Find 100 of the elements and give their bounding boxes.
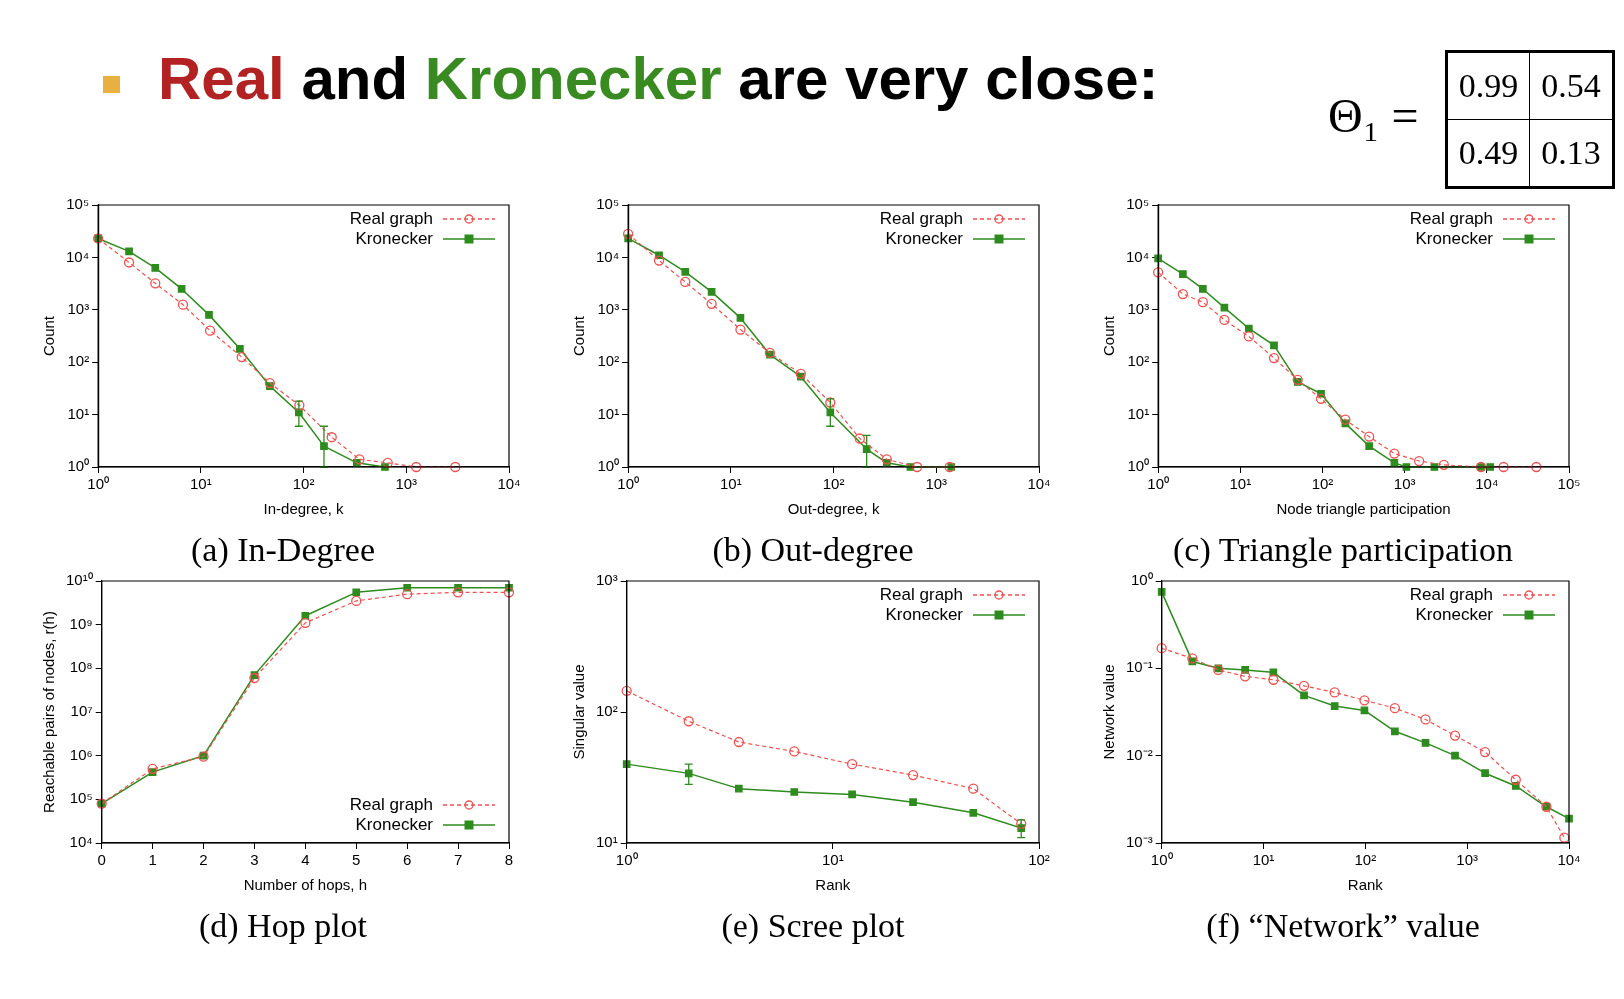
x-tick-label: 10⁰ xyxy=(1147,475,1169,493)
y-tick-label: 10³ xyxy=(595,571,618,589)
y-tick-label: 10³ xyxy=(597,299,620,317)
text: 0.54 xyxy=(1530,53,1612,120)
x-tick-label: 10⁰ xyxy=(87,475,109,493)
y-tick-label: 10² xyxy=(67,352,90,370)
y-tick-label: 10⁻² xyxy=(1125,745,1153,763)
x-tick-label: 5 xyxy=(352,851,361,869)
y-tick-label: 10⁵ xyxy=(69,789,93,807)
x-tick-label: 10⁵ xyxy=(1557,475,1581,493)
y-tick-label: 10⁴ xyxy=(69,833,93,851)
y-tick-label: 10⁴ xyxy=(1125,247,1150,265)
legend-label: Kronecker xyxy=(885,604,964,624)
legend-label: Kronecker xyxy=(1415,604,1494,624)
y-tick-label: 10⁰ xyxy=(597,457,620,475)
x-tick-label: 6 xyxy=(403,851,412,869)
y-tick-label: 10⁹ xyxy=(69,614,93,632)
x-axis-title: In-degree, k xyxy=(263,500,345,518)
y-tick-label: 10² xyxy=(1127,352,1150,370)
legend-label: Real graph xyxy=(879,208,963,228)
x-tick-label: 7 xyxy=(453,851,463,869)
y-tick-label: 10⁴ xyxy=(65,247,90,265)
x-axis-title: Out-degree, k xyxy=(787,500,880,518)
text: (d) Hop plot xyxy=(198,907,368,945)
x-axis-title: Number of hops, h xyxy=(243,876,368,894)
x-tick-label: 10⁴ xyxy=(1475,475,1499,493)
legend-label: Real graph xyxy=(349,794,433,814)
x-tick-label: 10² xyxy=(1354,851,1377,869)
y-tick-label: 10² xyxy=(595,702,618,720)
text: (e) Scree plot xyxy=(721,907,905,945)
legend-label: Kronecker xyxy=(885,228,964,248)
y-tick-label: 10² xyxy=(597,352,620,370)
x-tick-label: 10³ xyxy=(1393,475,1416,493)
y-tick-label: 10³ xyxy=(67,299,90,317)
x-axis-title: Rank xyxy=(1347,876,1384,894)
text: (b) Out-degree xyxy=(712,531,914,569)
x-tick-label: 10² xyxy=(822,475,845,493)
x-tick-label: 0 xyxy=(97,851,106,869)
text: (a) In-Degree xyxy=(190,531,376,569)
y-tick-label: 10¹ xyxy=(597,404,620,422)
y-tick-label: 10¹ xyxy=(67,404,90,422)
y-axis-title: Singular value xyxy=(570,664,588,760)
y-axis-title: Network value xyxy=(1100,664,1118,760)
y-tick-label: 10⁻³ xyxy=(1125,833,1153,851)
text: 0.13 xyxy=(1540,133,1602,173)
y-tick-label: 10⁻¹ xyxy=(1125,658,1153,676)
x-tick-label: 2 xyxy=(199,851,208,869)
y-axis-title: Count xyxy=(570,315,588,357)
y-tick-label: 10⁵ xyxy=(66,195,90,213)
text: 0.99 xyxy=(1448,53,1530,120)
x-tick-label: 10⁴ xyxy=(497,475,521,493)
x-axis-title: Rank xyxy=(815,876,851,894)
legend-label: Kronecker xyxy=(1415,228,1494,248)
text: Real and Kronecker are very close: xyxy=(158,45,1159,112)
y-axis-title: Reachable pairs of nodes, r(h) xyxy=(40,611,58,813)
y-tick-label: 10⁵ xyxy=(596,195,620,213)
x-tick-label: 10¹ xyxy=(190,475,212,493)
y-tick-label: 10¹⁰ xyxy=(65,571,93,589)
x-tick-label: 10³ xyxy=(925,475,948,493)
x-tick-label: 3 xyxy=(250,851,259,869)
x-tick-label: 4 xyxy=(301,851,310,869)
y-tick-label: 10¹ xyxy=(595,833,618,851)
x-tick-label: 10⁴ xyxy=(1027,475,1051,493)
x-tick-label: 10¹ xyxy=(1252,851,1275,869)
y-tick-label: 10¹ xyxy=(1127,404,1150,422)
x-tick-label: 10³ xyxy=(395,475,418,493)
y-axis-title: Count xyxy=(40,315,58,357)
y-tick-label: 10⁰ xyxy=(67,457,90,475)
y-tick-label: 10⁷ xyxy=(70,702,93,720)
y-axis-title: Count xyxy=(1100,315,1118,357)
legend-label: Kronecker xyxy=(355,228,434,248)
y-tick-label: 10⁴ xyxy=(595,247,620,265)
y-tick-label: 10⁰ xyxy=(1127,457,1150,475)
legend-label: Real graph xyxy=(1409,208,1493,228)
legend-label: Kronecker xyxy=(355,814,434,834)
y-tick-label: 10⁸ xyxy=(69,658,93,676)
y-tick-label: 10⁵ xyxy=(1126,195,1150,213)
x-tick-label: 8 xyxy=(504,851,514,869)
legend-label: Real graph xyxy=(1409,584,1493,604)
text: Θ₁ = xyxy=(1328,88,1419,143)
text: (f) “Network” value xyxy=(1206,907,1480,945)
x-axis-title: Node triangle participation xyxy=(1276,500,1451,518)
x-tick-label: 10² xyxy=(292,475,315,493)
y-tick-label: 10⁶ xyxy=(69,745,93,763)
x-tick-label: 10² xyxy=(1311,475,1334,493)
x-tick-label: 10⁴ xyxy=(1557,851,1581,869)
x-tick-label: 10¹ xyxy=(720,475,742,493)
x-tick-label: 10¹ xyxy=(822,851,844,869)
text: (c) Triangle participation xyxy=(1173,531,1513,569)
legend-label: Real graph xyxy=(879,584,963,604)
x-tick-label: 10⁰ xyxy=(615,851,638,869)
x-tick-label: 10¹ xyxy=(1229,475,1252,493)
x-tick-label: 10³ xyxy=(1456,851,1479,869)
x-tick-label: 10⁰ xyxy=(617,475,639,493)
x-tick-label: 10² xyxy=(1028,851,1050,869)
y-tick-label: 10³ xyxy=(1127,299,1150,317)
y-tick-label: 10⁰ xyxy=(1130,571,1153,589)
legend-label: Real graph xyxy=(349,208,433,228)
x-tick-label: 10⁰ xyxy=(1150,851,1173,869)
x-tick-label: 1 xyxy=(148,851,157,869)
